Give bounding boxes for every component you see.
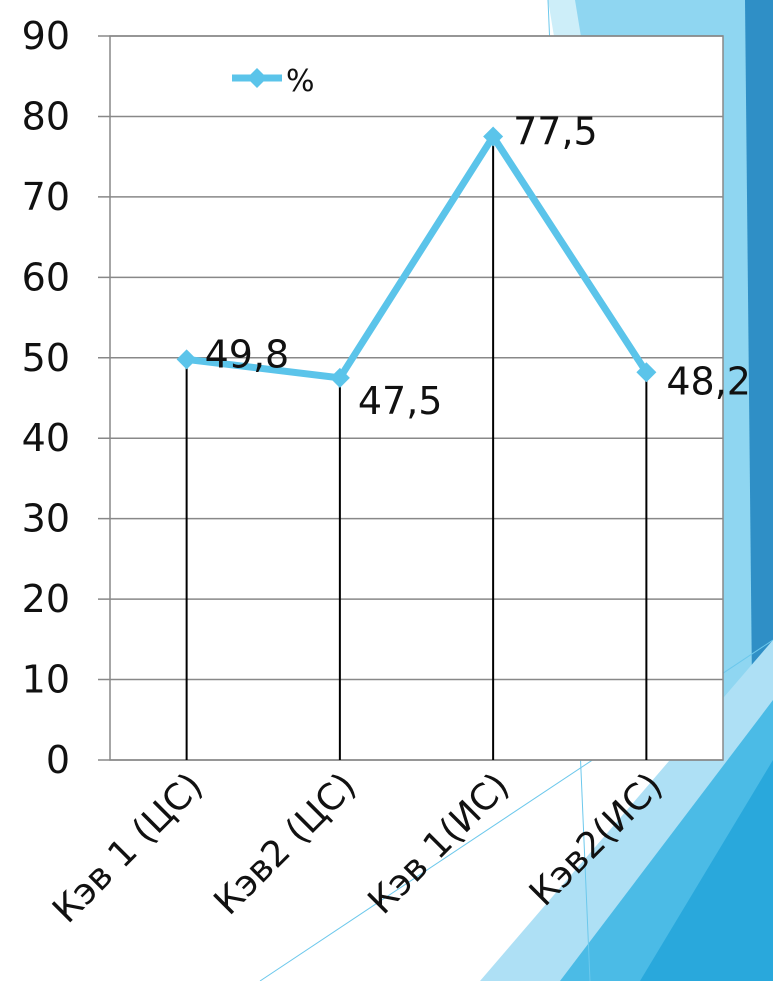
data-point-0 [176,349,197,370]
y-tick-label-50: 50 [22,336,70,380]
y-tick-label-0: 0 [46,738,70,782]
x-tick-label-2: Кэв 1(ИС) [360,765,517,922]
data-point-1 [329,367,350,388]
legend-label: % [286,64,315,99]
y-axis: 0 10 20 30 40 50 60 70 80 90 [22,14,70,782]
x-tick-label-0: Кэв 1 (ЦС) [45,765,211,931]
data-point-3 [636,362,657,383]
legend-marker [247,68,267,88]
y-tick-label-30: 30 [22,497,70,541]
series-layer [176,126,657,388]
bg-facet-bottom-dark [640,760,773,981]
plot-area [110,36,723,760]
y-tick-label-90: 90 [22,14,70,58]
series-line [186,133,650,382]
x-tick-label-1: Кэв2 (ЦС) [207,765,365,923]
y-tick-label-70: 70 [22,175,70,219]
data-label-1: 47,5 [358,379,443,423]
data-point-2 [483,126,504,147]
y-tick-label-20: 20 [22,577,70,621]
y-tick-label-60: 60 [22,255,70,299]
x-tick-label-3: Кэв2(ИС) [522,765,671,914]
legend: % [232,64,315,99]
y-tick-label-40: 40 [22,416,70,460]
data-label-3: 48,2 [666,359,751,403]
y-tick-label-80: 80 [22,94,70,138]
data-label-2: 77,5 [513,110,598,154]
plot-border [109,35,724,761]
x-axis: Кэв 1 (ЦС)Кэв2 (ЦС)Кэв 1(ИС) Кэв2(ИС) [45,765,671,931]
data-labels: 49,8 47,5 77,5 48,2 [205,110,751,423]
y-tick-label-10: 10 [22,658,70,702]
data-label-0: 49,8 [205,332,290,376]
drop-lines [185,136,648,760]
